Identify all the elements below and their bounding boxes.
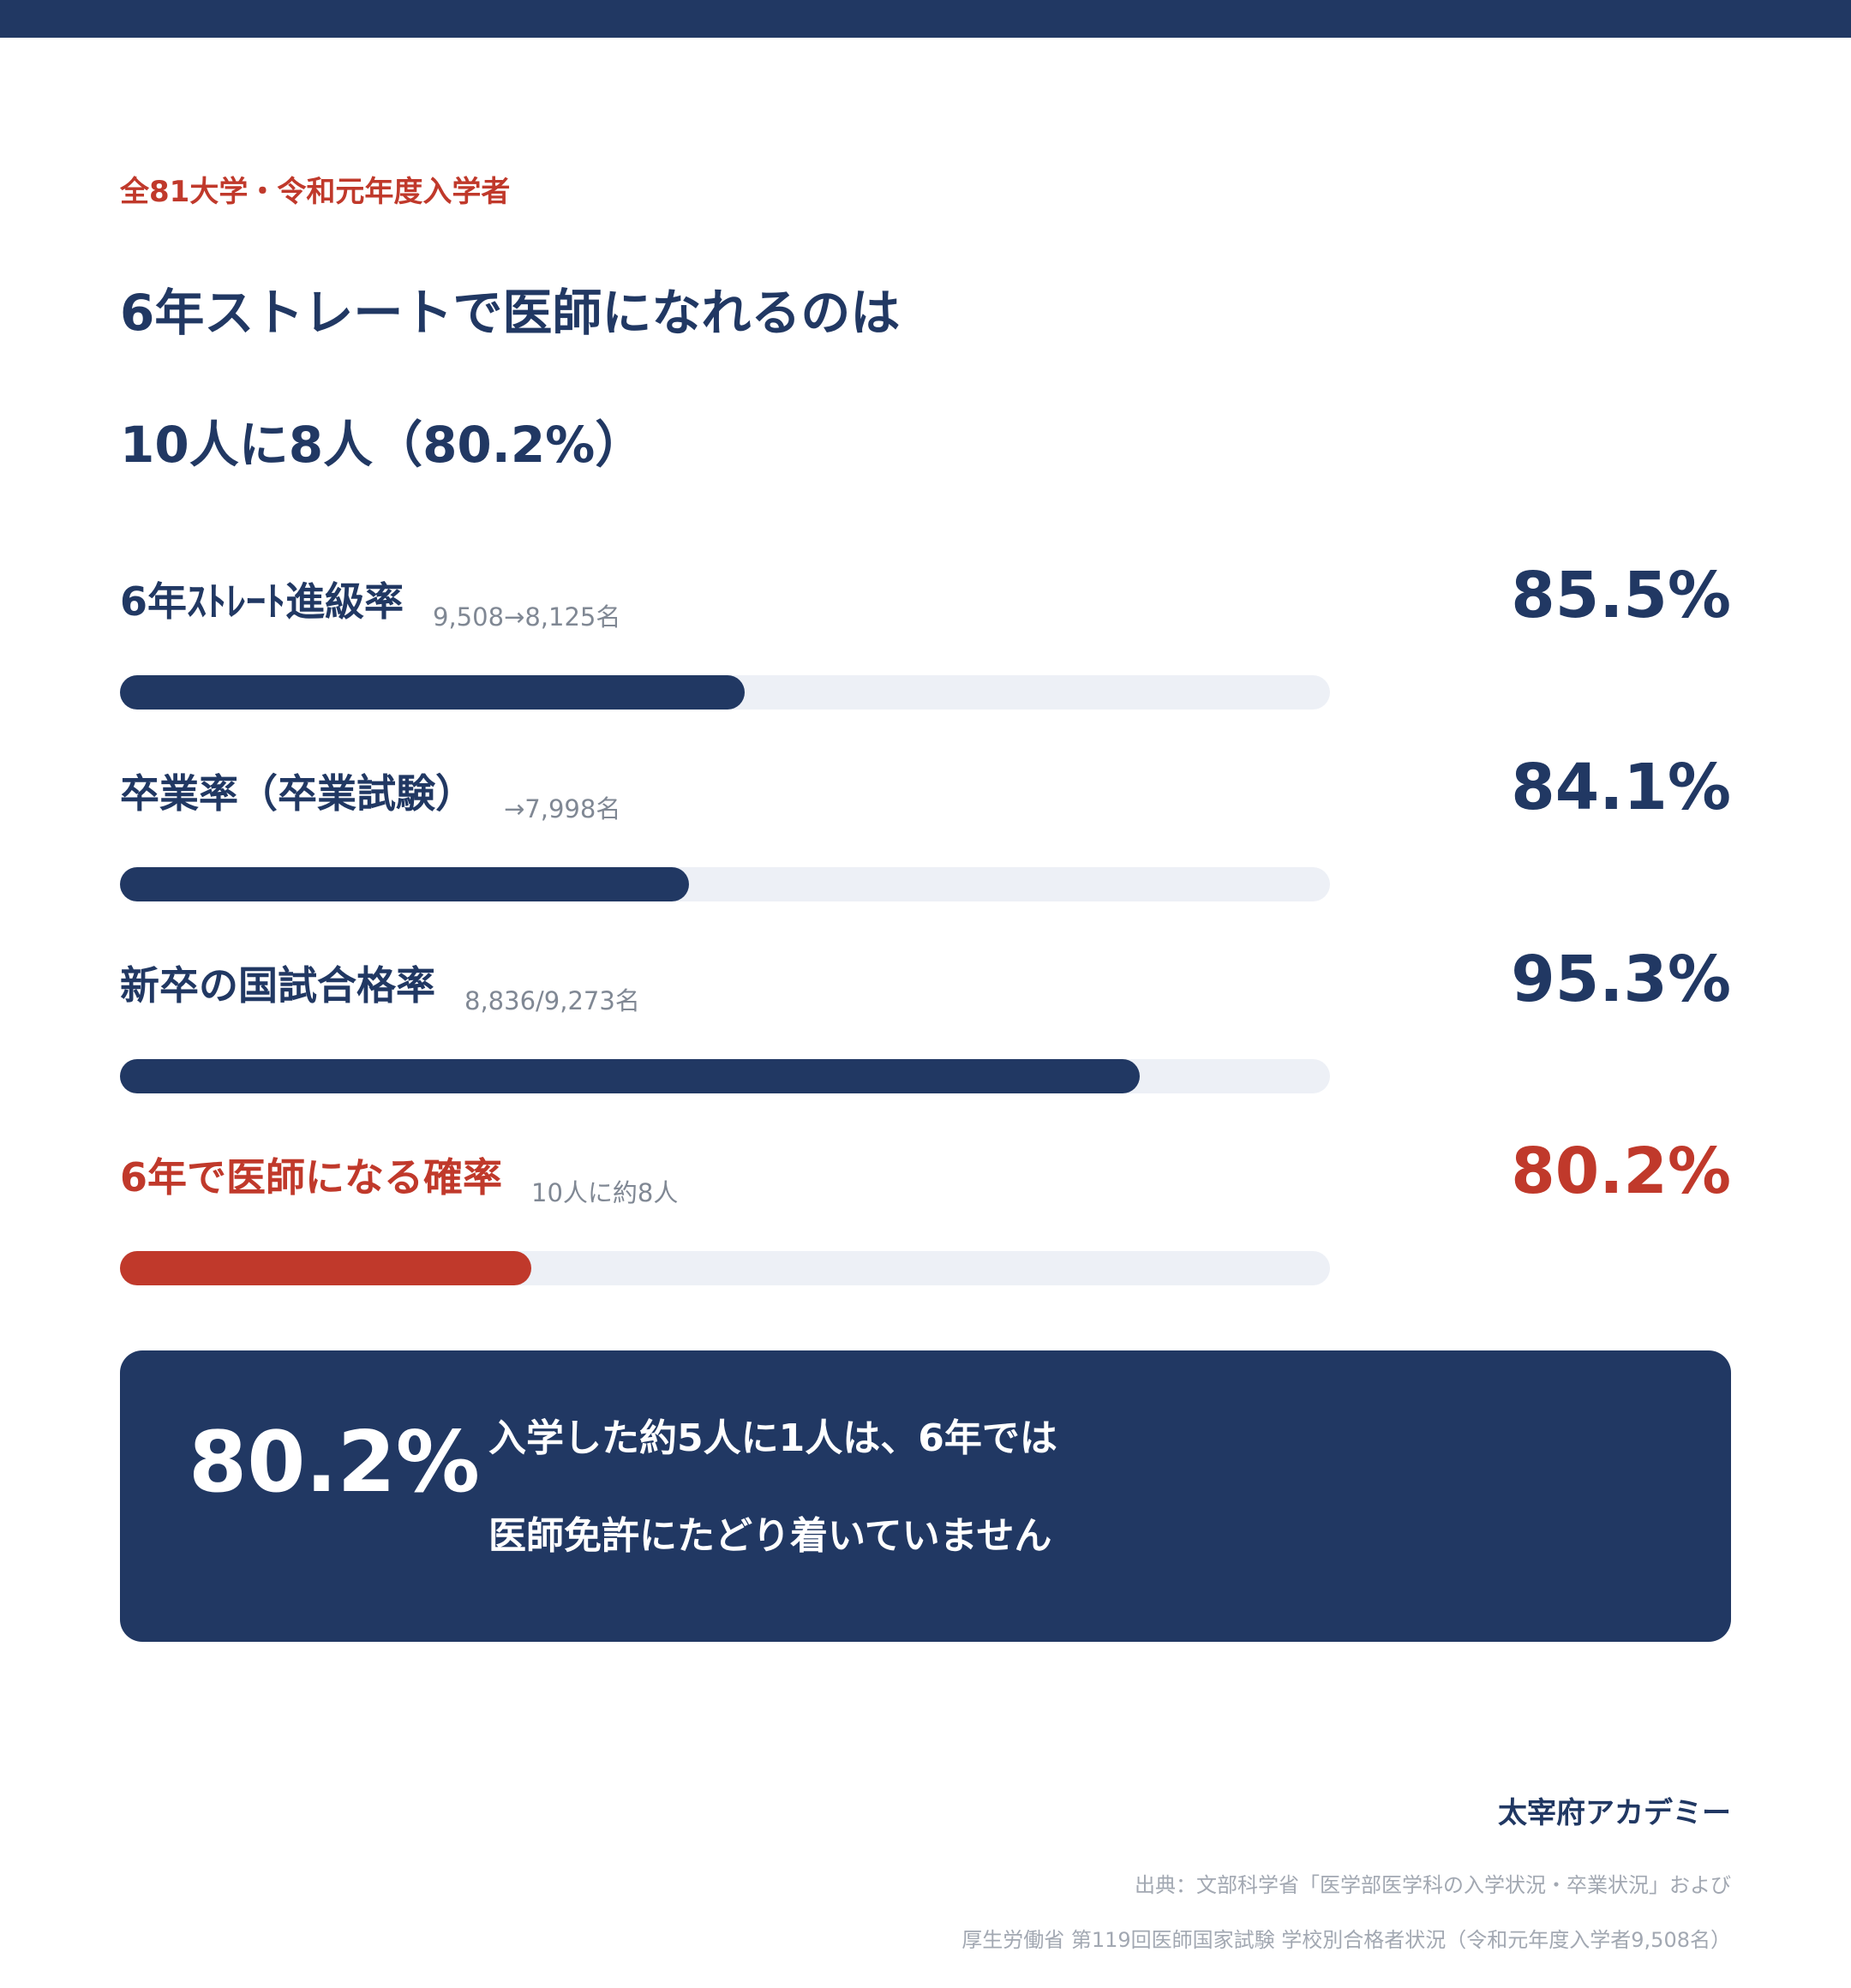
bar-category: 新卒の国試合格率 [120, 962, 435, 1009]
bar-category: 6年ｽﾄﾚｰﾄ進級率 [120, 578, 404, 625]
bar-row: 新卒の国試合格率 8,836/9,273名 95.3% [120, 943, 1731, 1143]
headline-line-1: 6年ストレートで医師になれるのは [120, 284, 901, 342]
bar-row: 6年ｽﾄﾚｰﾄ進級率 9,508→8,125名 85.5% [120, 559, 1731, 759]
bar-row: 卒業率（卒業試験） →7,998名 84.1% [120, 751, 1731, 951]
bar-row: 6年で医師になる確率 10人に約8人 80.2% [120, 1135, 1731, 1335]
top-accent-bar [0, 0, 1851, 38]
bar-label: 卒業率（卒業試験） →7,998名 [120, 763, 620, 825]
bar-note: 10人に約8人 [531, 1178, 679, 1207]
bar-fill [120, 675, 745, 710]
bar-value-label: 84.1% [1511, 751, 1731, 824]
callout-line-2: 医師免許にたどり着いていません [488, 1514, 1052, 1558]
bar-note: 8,836/9,273名 [464, 986, 640, 1015]
callout-value: 80.2% [189, 1414, 480, 1512]
bar-fill [120, 1059, 1141, 1093]
source-line-2: 厚生労働省 第119回医師国家試験 学校別合格者状況（令和元年度入学者9,508… [961, 1928, 1731, 1952]
callout-line-1: 入学した約5人に1人は、6年では [488, 1416, 1057, 1460]
bar-value-label: 95.3% [1511, 943, 1731, 1016]
bar-track [120, 1059, 1330, 1093]
bar-category: 卒業率（卒業試験） [120, 770, 475, 817]
bar-track [120, 1251, 1330, 1285]
eyebrow-label: 全81大学・令和元年度入学者 [120, 175, 511, 209]
summary-callout: 80.2% 入学した約5人に1人は、6年では 医師免許にたどり着いていません [120, 1350, 1731, 1642]
bar-track [120, 675, 1330, 710]
bar-fill [120, 867, 689, 901]
bar-category: 6年で医師になる確率 [120, 1154, 503, 1201]
bar-value-label: 85.5% [1511, 559, 1731, 632]
bar-note: →7,998名 [504, 794, 621, 823]
bar-label: 6年で医師になる確率 10人に約8人 [120, 1147, 678, 1209]
bar-note: 9,508→8,125名 [433, 602, 621, 632]
bar-label: 6年ｽﾄﾚｰﾄ進級率 9,508→8,125名 [120, 571, 620, 633]
source-line-1: 出典：文部科学省「医学部医学科の入学状況・卒業状況」および [1135, 1873, 1731, 1897]
bar-fill [120, 1251, 532, 1285]
bar-track [120, 867, 1330, 901]
bar-label: 新卒の国試合格率 8,836/9,273名 [120, 955, 640, 1017]
brand-name: 太宰府アカデミー [1498, 1796, 1731, 1830]
headline-line-2: 10人に8人（80.2%） [120, 416, 645, 474]
bar-value-label: 80.2% [1511, 1135, 1731, 1208]
